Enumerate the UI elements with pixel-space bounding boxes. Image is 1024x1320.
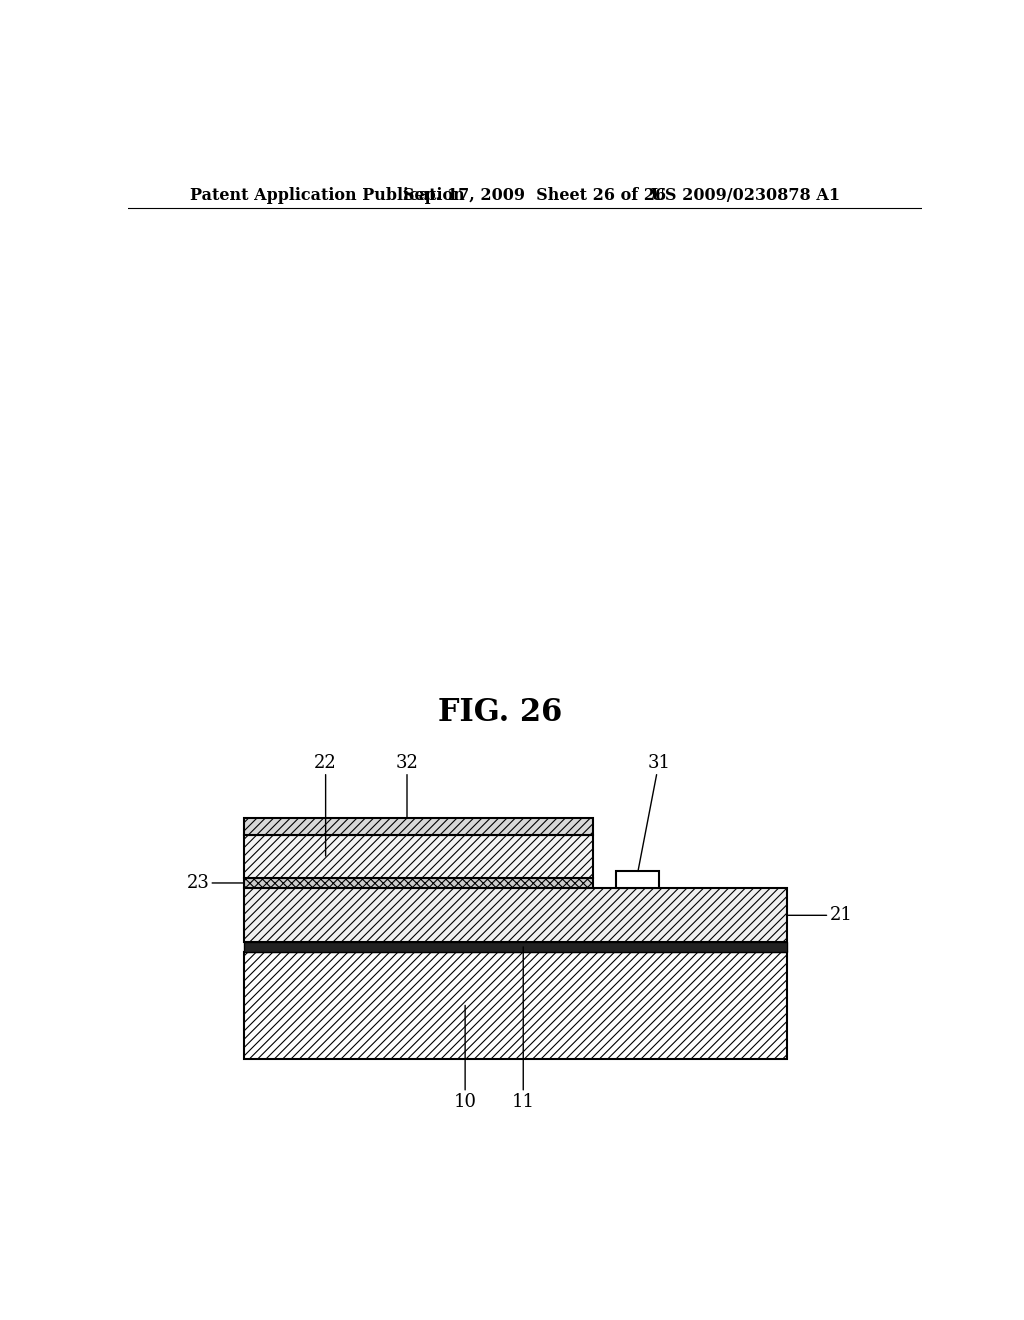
Bar <box>245 942 786 952</box>
Bar <box>245 836 593 878</box>
Text: Sep. 17, 2009  Sheet 26 of 26: Sep. 17, 2009 Sheet 26 of 26 <box>403 187 667 203</box>
Bar <box>616 871 658 888</box>
Bar <box>245 818 593 836</box>
Text: 10: 10 <box>454 1006 476 1110</box>
Text: US 2009/0230878 A1: US 2009/0230878 A1 <box>651 187 841 203</box>
Text: Patent Application Publication: Patent Application Publication <box>190 187 465 203</box>
Text: 11: 11 <box>512 946 535 1110</box>
Text: 23: 23 <box>186 874 245 892</box>
Text: 32: 32 <box>395 754 419 818</box>
Bar <box>245 952 786 1059</box>
Text: 21: 21 <box>786 907 852 924</box>
Text: 22: 22 <box>314 754 337 857</box>
Bar <box>245 878 593 888</box>
Text: 31: 31 <box>638 754 671 871</box>
Text: FIG. 26: FIG. 26 <box>438 697 562 729</box>
Bar <box>245 888 786 942</box>
